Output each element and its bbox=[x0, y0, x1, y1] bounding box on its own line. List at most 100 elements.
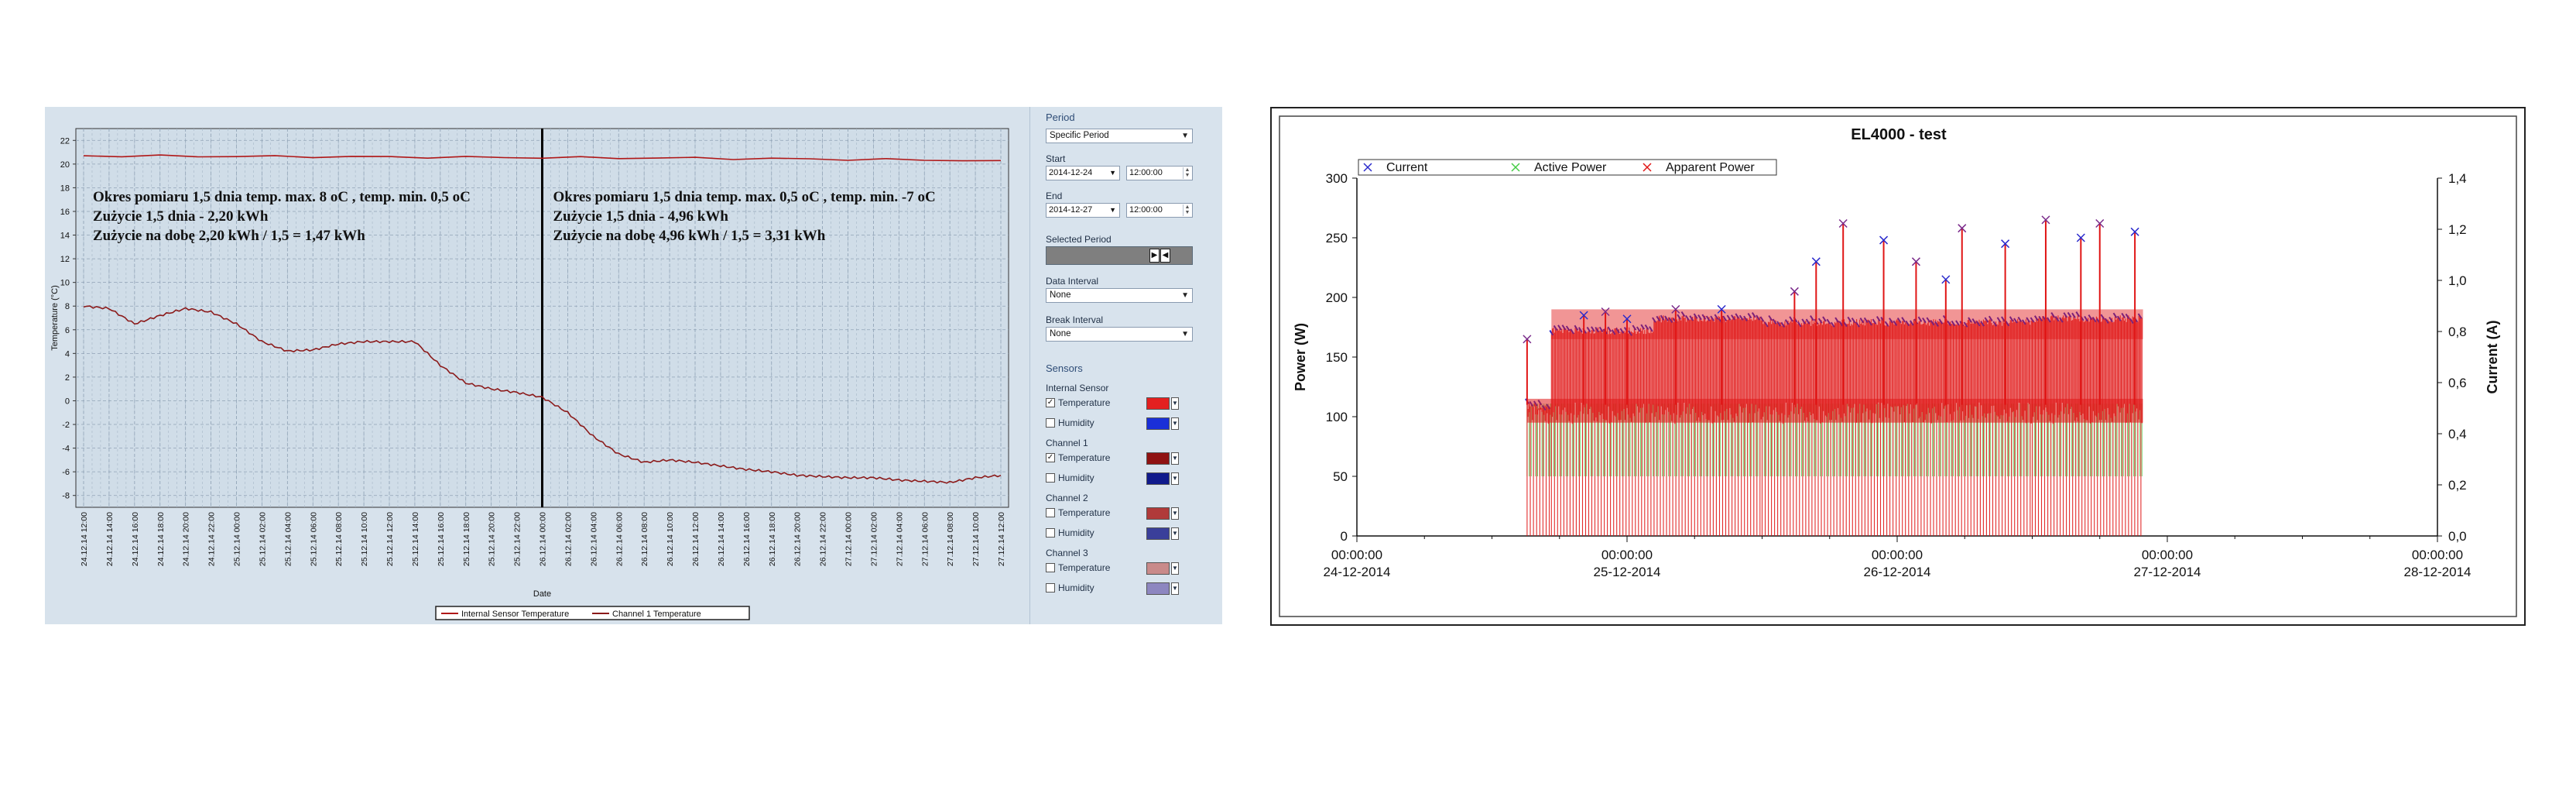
x-tick-label: 26.12.14 02:00 bbox=[564, 512, 573, 566]
spike-marker bbox=[2001, 239, 2010, 249]
annotation-line: Okres pomiaru 1,5 dnia temp. max. 0,5 oC… bbox=[553, 189, 936, 205]
period-select[interactable]: Specific Period ▼ bbox=[1046, 129, 1193, 143]
sensor-checkbox[interactable] bbox=[1046, 563, 1055, 572]
spike-marker bbox=[1879, 235, 1889, 245]
chevron-down-icon[interactable]: ▼ bbox=[1171, 417, 1179, 430]
end-date-field[interactable]: 2014-12-27 ▼ bbox=[1046, 203, 1120, 218]
data-interval-value: None bbox=[1050, 290, 1071, 300]
x-tick-label: 27.12.14 10:00 bbox=[971, 512, 981, 566]
legend-marker bbox=[1363, 163, 1372, 172]
x-tick-label: 27.12.14 06:00 bbox=[920, 512, 930, 566]
x-tick-label: 25.12.14 04:00 bbox=[283, 512, 293, 566]
series-line-channel-1 bbox=[83, 305, 1002, 484]
y-tick-label: -2 bbox=[62, 421, 70, 430]
y2-tick-label: 0,0 bbox=[2448, 529, 2467, 544]
chevron-down-icon[interactable]: ▼ bbox=[1171, 562, 1179, 575]
y-axis-label: Power (W) bbox=[1293, 323, 1308, 391]
color-swatch[interactable] bbox=[1146, 527, 1170, 540]
x-tick-label: 27.12.14 08:00 bbox=[946, 512, 955, 566]
break-interval-value: None bbox=[1050, 329, 1071, 338]
apparent-power-segment bbox=[1653, 315, 1762, 536]
rewind-icon[interactable]: ◀ bbox=[1160, 249, 1170, 263]
x-tick-label: 26.12.14 00:00 bbox=[539, 512, 548, 566]
y2-tick-label: 1,4 bbox=[2448, 171, 2467, 186]
data-interval-select[interactable]: None ▼ bbox=[1046, 288, 1193, 303]
x-tick-label: 26.12.14 12:00 bbox=[691, 512, 701, 566]
y-tick-label: 150 bbox=[1326, 350, 1348, 365]
spike-marker bbox=[1717, 304, 1726, 314]
x-tick-label: 25.12.14 18:00 bbox=[462, 512, 471, 566]
sensor-label: Humidity bbox=[1058, 417, 1094, 428]
chevron-down-icon[interactable]: ▼ bbox=[1171, 582, 1179, 595]
sensor-checkbox[interactable] bbox=[1046, 508, 1055, 517]
color-swatch[interactable] bbox=[1146, 417, 1170, 430]
y-tick-label: 14 bbox=[60, 232, 70, 241]
chevron-down-icon[interactable]: ▼ bbox=[1171, 507, 1179, 520]
break-interval-select[interactable]: None ▼ bbox=[1046, 327, 1193, 342]
start-label: Start bbox=[1046, 153, 1066, 164]
start-date-field[interactable]: 2014-12-24 ▼ bbox=[1046, 166, 1120, 180]
spike-marker bbox=[1790, 287, 1799, 296]
x-tick-label: 24.12.14 22:00 bbox=[207, 512, 217, 566]
annotation-line: Zużycie na dobę 4,96 kWh / 1,5 = 3,31 kW… bbox=[553, 228, 826, 244]
x-tick-label: 24.12.14 14:00 bbox=[105, 512, 115, 566]
end-time-field[interactable]: 12:00:00 ▲ ▼ bbox=[1126, 203, 1193, 218]
apparent-power-segment bbox=[1550, 327, 1654, 536]
sensor-checkbox[interactable] bbox=[1046, 418, 1055, 428]
x-tick-label: 26.12.14 04:00 bbox=[589, 512, 598, 566]
x-tick-date: 24-12-2014 bbox=[1324, 565, 1391, 579]
current-segment bbox=[2030, 311, 2143, 325]
color-swatch[interactable] bbox=[1146, 507, 1170, 520]
play-icon[interactable]: ▶ bbox=[1149, 249, 1160, 263]
y-tick-label: 50 bbox=[1333, 469, 1348, 484]
y-tick-label: 22 bbox=[60, 136, 70, 146]
color-swatch[interactable] bbox=[1146, 397, 1170, 410]
x-tick-label: 26.12.14 08:00 bbox=[640, 512, 649, 566]
y-tick-label: 0 bbox=[1341, 529, 1348, 544]
start-time-field[interactable]: 12:00:00 ▲ ▼ bbox=[1126, 166, 1193, 180]
sensor-checkbox[interactable] bbox=[1046, 528, 1055, 538]
x-tick-label: 24.12.14 16:00 bbox=[131, 512, 140, 566]
y2-axis-label: Current (A) bbox=[2485, 321, 2500, 394]
y-tick-label: 2 bbox=[65, 373, 70, 383]
chevron-down-icon[interactable]: ▼ bbox=[1171, 472, 1179, 485]
y-tick-label: 20 bbox=[60, 160, 70, 170]
sensor-row-humidity: Humidity ▼ bbox=[1046, 581, 1208, 596]
sensor-checkbox[interactable] bbox=[1046, 473, 1055, 483]
x-tick-label: 25.12.14 14:00 bbox=[411, 512, 420, 566]
selected-period-label: Selected Period bbox=[1046, 234, 1112, 245]
sensor-group-label: Channel 1 bbox=[1046, 438, 1088, 448]
chevron-down-icon[interactable]: ▼ bbox=[1171, 452, 1179, 465]
sensor-checkbox[interactable]: ✓ bbox=[1046, 453, 1055, 462]
chevron-down-icon[interactable]: ▼ bbox=[1171, 527, 1179, 540]
spike-marker bbox=[1941, 275, 1951, 284]
y-tick-label: 200 bbox=[1326, 290, 1348, 305]
color-swatch[interactable] bbox=[1146, 582, 1170, 595]
settings-panel: Period Specific Period ▼ Start 2014-12-2… bbox=[1029, 107, 1222, 624]
current-segment bbox=[1652, 311, 1760, 325]
x-tick-time: 00:00:00 bbox=[2142, 548, 2193, 562]
x-axis-label: Date bbox=[533, 589, 551, 599]
y-tick-label: 16 bbox=[60, 208, 70, 217]
spike-marker bbox=[1838, 218, 1848, 228]
x-tick-label: 25.12.14 00:00 bbox=[233, 512, 242, 566]
color-swatch[interactable] bbox=[1146, 452, 1170, 465]
spinner-icon[interactable]: ▲ ▼ bbox=[1183, 204, 1191, 216]
y-tick-label: 12 bbox=[60, 255, 70, 264]
chevron-down-icon[interactable]: ▼ bbox=[1171, 397, 1179, 410]
color-swatch[interactable] bbox=[1146, 562, 1170, 575]
x-tick-label: 24.12.14 12:00 bbox=[80, 512, 89, 566]
color-swatch[interactable] bbox=[1146, 472, 1170, 485]
spinner-icon[interactable]: ▲ ▼ bbox=[1183, 167, 1191, 179]
sensor-row-humidity: Humidity ▼ bbox=[1046, 471, 1208, 486]
selected-period-slider[interactable]: ▶ ◀ bbox=[1046, 246, 1193, 265]
y-axis-label: Temperature (°C) bbox=[50, 285, 60, 350]
sensor-label: Temperature bbox=[1058, 562, 1111, 573]
sensor-checkbox[interactable] bbox=[1046, 583, 1055, 592]
sensor-label: Temperature bbox=[1058, 452, 1111, 463]
apparent-power-segment bbox=[1761, 318, 2032, 536]
sensor-checkbox[interactable]: ✓ bbox=[1046, 398, 1055, 407]
y2-tick-label: 0,2 bbox=[2448, 478, 2467, 493]
current-trace bbox=[1525, 311, 2143, 411]
legend-label: Active Power bbox=[1534, 161, 1607, 174]
